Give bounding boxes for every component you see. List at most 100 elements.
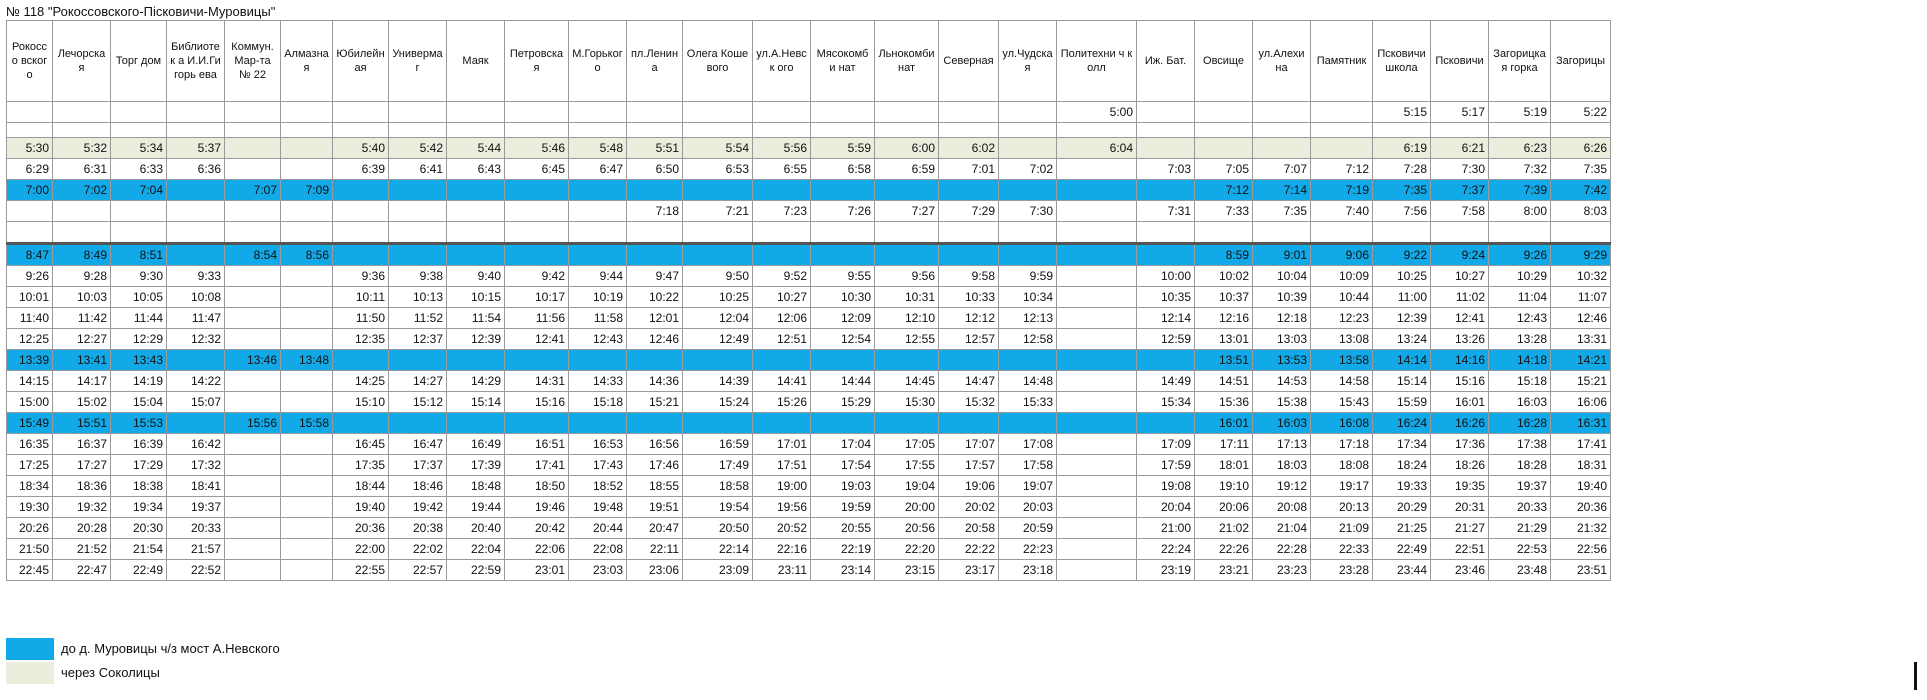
time-cell: 15:33 (998, 391, 1057, 413)
time-cell (224, 307, 281, 329)
time-cell (110, 200, 167, 222)
time-cell (1550, 221, 1611, 245)
time-cell: 17:11 (1194, 433, 1253, 455)
time-cell: 5:17 (1430, 101, 1489, 123)
table-row: 7:18 7:21 7:23 7:26 7:27 7:29 7:30 7:31 7:33 7:35… (6, 200, 1611, 222)
time-cell (280, 221, 333, 245)
time-cell: 12:04 (682, 307, 753, 329)
time-cell: 23:18 (998, 559, 1057, 581)
time-cell (874, 122, 939, 138)
time-cell (280, 391, 333, 413)
time-cell: 7:35 (1252, 200, 1311, 222)
time-cell: 19:46 (504, 496, 569, 518)
time-cell: 18:52 (568, 475, 627, 497)
time-cell: 13:39 (6, 349, 53, 371)
time-cell (568, 221, 627, 245)
time-cell (810, 122, 875, 138)
time-cell: 10:27 (1430, 265, 1489, 287)
time-cell: 6:36 (166, 158, 225, 180)
time-cell: 15:21 (626, 391, 683, 413)
time-cell: 17:55 (874, 454, 939, 476)
time-cell: 19:30 (6, 496, 53, 518)
time-cell (166, 243, 225, 266)
time-cell: 6:53 (682, 158, 753, 180)
time-cell: 15:02 (52, 391, 111, 413)
time-cell: 19:04 (874, 475, 939, 497)
time-cell: 17:51 (752, 454, 811, 476)
time-cell: 15:26 (752, 391, 811, 413)
time-cell: 13:24 (1372, 328, 1431, 350)
time-cell (1252, 101, 1311, 123)
time-cell: 15:10 (332, 391, 389, 413)
time-cell: 16:42 (166, 433, 225, 455)
time-cell: 16:37 (52, 433, 111, 455)
time-cell (682, 179, 753, 201)
time-cell: 9:44 (568, 265, 627, 287)
time-cell (626, 412, 683, 434)
table-row: 7:00 7:02 7:04 7:07 7:09 7:12 7:14 7:19 7:35 7:37… (6, 179, 1611, 201)
schedule-title: № 118 "Рокоссовского-Пісковичи-Муровицы" (6, 4, 276, 19)
time-cell (446, 349, 505, 371)
time-cell: 10:19 (568, 286, 627, 308)
time-cell (1252, 137, 1311, 159)
time-cell (280, 517, 333, 539)
time-cell (1056, 328, 1137, 350)
time-cell (1056, 307, 1137, 329)
time-cell: 21:50 (6, 538, 53, 560)
time-cell: 7:30 (998, 200, 1057, 222)
column-header: Лечорская (52, 20, 111, 102)
time-cell: 9:59 (998, 265, 1057, 287)
time-cell (682, 412, 753, 434)
time-cell: 5:30 (6, 137, 53, 159)
time-cell (1056, 286, 1137, 308)
time-cell (1136, 412, 1195, 434)
time-cell: 6:33 (110, 158, 167, 180)
time-cell: 22:26 (1194, 538, 1253, 560)
time-cell (1194, 122, 1253, 138)
time-cell: 22:49 (1372, 538, 1431, 560)
time-cell (874, 101, 939, 123)
time-cell: 10:09 (1310, 265, 1373, 287)
time-cell: 6:41 (388, 158, 447, 180)
time-cell (682, 122, 753, 138)
time-cell: 12:55 (874, 328, 939, 350)
time-cell: 14:36 (626, 370, 683, 392)
time-cell (1136, 349, 1195, 371)
time-cell: 11:50 (332, 307, 389, 329)
time-cell: 17:07 (938, 433, 999, 455)
time-cell (938, 412, 999, 434)
column-header: Политехни ч колл (1056, 20, 1137, 102)
time-cell: 17:34 (1372, 433, 1431, 455)
time-cell (224, 538, 281, 560)
time-cell (998, 122, 1057, 138)
time-cell: 9:26 (6, 265, 53, 287)
time-cell (998, 349, 1057, 371)
time-cell: 5:22 (1550, 101, 1611, 123)
time-cell: 10:13 (388, 286, 447, 308)
time-cell (110, 122, 167, 138)
time-cell: 7:35 (1550, 158, 1611, 180)
time-cell: 21:27 (1430, 517, 1489, 539)
time-cell: 12:43 (568, 328, 627, 350)
time-cell: 9:56 (874, 265, 939, 287)
time-cell: 15:04 (110, 391, 167, 413)
time-cell (224, 328, 281, 350)
time-cell: 14:47 (938, 370, 999, 392)
column-header: Памятник (1310, 20, 1373, 102)
time-cell: 20:55 (810, 517, 875, 539)
time-cell: 20:47 (626, 517, 683, 539)
time-cell: 22:45 (6, 559, 53, 581)
time-cell: 15:24 (682, 391, 753, 413)
time-cell: 5:32 (52, 137, 111, 159)
time-cell: 23:28 (1310, 559, 1373, 581)
time-cell: 23:19 (1136, 559, 1195, 581)
time-cell: 16:24 (1372, 412, 1431, 434)
time-cell (504, 179, 569, 201)
time-cell (52, 122, 111, 138)
time-cell: 11:42 (52, 307, 111, 329)
time-cell (1056, 200, 1137, 222)
time-cell: 8:56 (280, 243, 333, 266)
time-cell: 7:00 (6, 179, 53, 201)
time-cell (810, 101, 875, 123)
time-cell: 21:02 (1194, 517, 1253, 539)
